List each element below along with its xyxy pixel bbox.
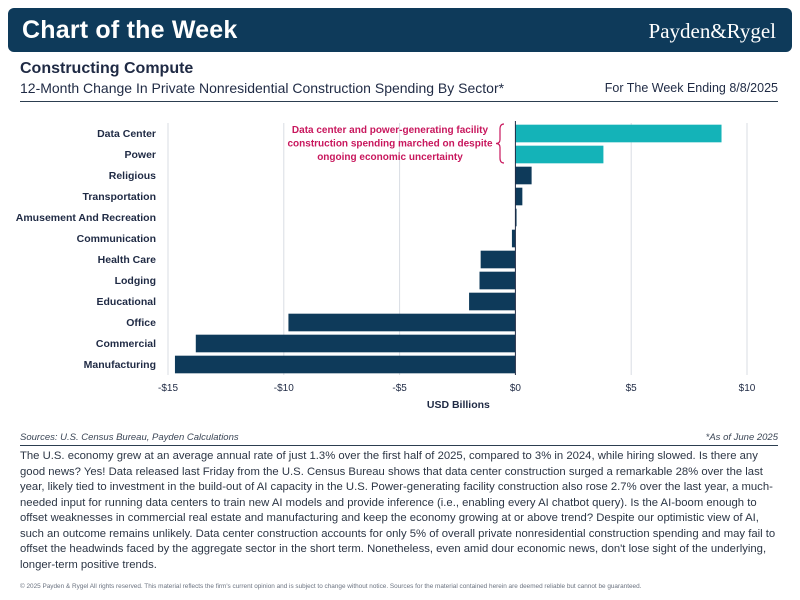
category-label: Religious [109, 170, 156, 182]
x-tick-label: -$15 [158, 383, 178, 394]
category-label: Office [126, 317, 156, 329]
category-label: Transportation [82, 191, 156, 203]
annotation-line: construction spending marched on despite [287, 139, 492, 150]
category-label: Data Center [97, 128, 156, 140]
bar-transportation [515, 187, 523, 206]
category-label: Commercial [96, 338, 156, 350]
chart-subtitle: 12-Month Change In Private Nonresidentia… [20, 80, 505, 96]
company-logo: Payden&Rygel [648, 19, 776, 43]
x-tick-label: -$10 [274, 383, 294, 394]
annotation-line: ongoing economic uncertainty [317, 152, 463, 163]
category-label: Communication [77, 233, 156, 245]
bar-educational [469, 292, 516, 311]
category-label: Health Care [98, 254, 157, 266]
week-ending-date: For The Week Ending 8/8/2025 [604, 81, 778, 95]
x-tick-label: $5 [626, 383, 638, 394]
x-tick-label: $0 [510, 383, 522, 394]
header-title: Chart of the Week [22, 16, 238, 44]
category-label: Manufacturing [84, 359, 156, 371]
category-label: Amusement And Recreation [16, 212, 156, 224]
category-label: Lodging [115, 275, 156, 287]
bar-amusement-and-recreation [515, 208, 517, 227]
bar-health-care [480, 250, 516, 269]
annotation-bracket [495, 123, 505, 164]
bar-commercial [195, 334, 516, 353]
bar-religious [515, 166, 532, 185]
header-band: Chart of the Week Payden&Rygel [8, 8, 792, 52]
x-tick-label: -$5 [392, 383, 407, 394]
x-tick-label: $10 [739, 383, 756, 394]
bar-data-center [515, 124, 722, 143]
bar-power [515, 145, 604, 164]
bar-lodging [479, 271, 516, 290]
category-label: Power [124, 149, 156, 161]
bar-chart: Data Center Power Religious Transportation A… [16, 121, 756, 411]
category-label: Educational [96, 296, 156, 308]
sources-text: Sources: U.S. Census Bureau, Payden Calc… [20, 432, 239, 443]
footnote-text: *As of June 2025 [705, 432, 778, 443]
bar-office [288, 313, 516, 332]
disclaimer-text: © 2025 Payden & Rygel All rights reserve… [20, 583, 642, 590]
chart-title: Constructing Compute [20, 60, 194, 77]
commentary-text: The U.S. economy grew at an average annu… [20, 450, 776, 571]
bar-manufacturing [174, 355, 516, 374]
x-axis-label: USD Billions [427, 399, 490, 411]
divider-top [20, 101, 778, 102]
divider-bottom [20, 445, 778, 446]
bar-communication [511, 229, 516, 248]
annotation-line: Data center and power-generating facilit… [292, 125, 489, 136]
